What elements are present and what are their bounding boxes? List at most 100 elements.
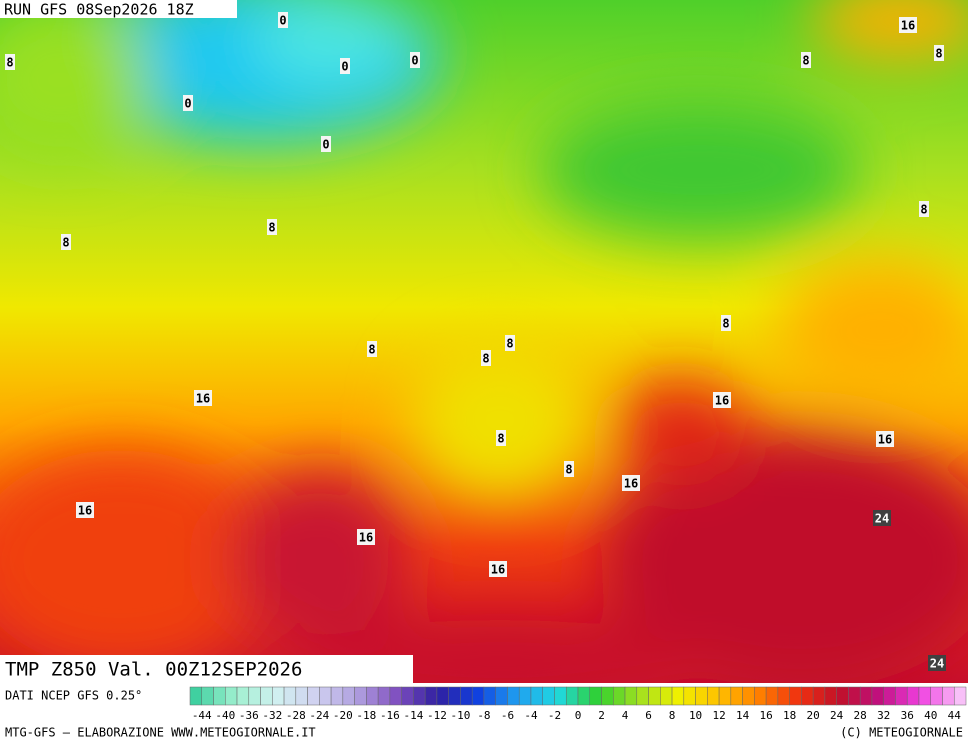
legend-swatch <box>754 686 767 706</box>
legend-swatch <box>530 686 543 706</box>
legend-swatch <box>507 686 520 706</box>
legend-swatch <box>601 686 614 706</box>
legend-swatch <box>848 686 861 706</box>
label-box <box>505 335 515 351</box>
legend-swatch <box>542 686 555 706</box>
legend-swatch <box>389 686 402 706</box>
legend-swatch <box>801 686 814 706</box>
label-box <box>194 390 212 406</box>
legend-swatch <box>307 686 320 706</box>
contour-label: 8 <box>268 221 275 235</box>
legend-swatch <box>189 686 203 706</box>
legend-label: -14 <box>403 709 423 722</box>
legend-swatch <box>295 686 308 706</box>
label-box <box>76 502 94 518</box>
legend-swatch <box>836 686 849 706</box>
label-box <box>564 461 574 477</box>
legend-swatch <box>448 686 461 706</box>
legend-swatch <box>518 686 532 706</box>
legend-swatch <box>613 686 626 706</box>
label-box <box>278 12 288 28</box>
legend-label: 0 <box>575 709 582 722</box>
label-box <box>496 430 506 446</box>
legend-label: 2 <box>598 709 605 722</box>
legend-label: -28 <box>286 709 306 722</box>
legend-label: 40 <box>924 709 937 722</box>
legend-label: -4 <box>524 709 538 722</box>
label-box <box>340 58 350 74</box>
temperature-field <box>0 0 968 683</box>
legend-label: 6 <box>645 709 652 722</box>
legend-swatch <box>730 686 743 706</box>
label-box <box>489 561 507 577</box>
legend-swatch <box>225 686 238 706</box>
legend-label: 20 <box>807 709 820 722</box>
legend-swatch <box>718 686 732 706</box>
legend-swatch <box>777 686 790 706</box>
contour-label: 16 <box>878 433 892 447</box>
legend-label: 16 <box>759 709 772 722</box>
legend-swatch <box>471 686 485 706</box>
legend-label: -44 <box>192 709 212 722</box>
legend-swatch <box>565 686 579 706</box>
legend-swatch <box>272 686 285 706</box>
legend-swatch <box>918 686 931 706</box>
contour-label: 16 <box>715 394 729 408</box>
label-box <box>876 431 894 447</box>
label-box <box>481 350 491 366</box>
legend-label: 36 <box>901 709 914 722</box>
contour-label: 8 <box>6 56 13 70</box>
legend-swatch <box>342 686 355 706</box>
legend-swatch <box>859 686 873 706</box>
title-box <box>0 655 413 683</box>
contour-label: 0 <box>411 54 418 68</box>
legend-label: 24 <box>830 709 844 722</box>
map-title: TMP Z850 Val. 00Z12SEP2026 <box>5 659 302 681</box>
contour-label: 16 <box>196 392 210 406</box>
legend-swatch <box>589 686 602 706</box>
contour-label: 16 <box>359 531 373 545</box>
label-box <box>367 341 377 357</box>
legend-swatch <box>236 686 250 706</box>
legend-swatch <box>213 686 226 706</box>
legend-swatch <box>742 686 755 706</box>
contour-label: 8 <box>935 47 942 61</box>
label-box <box>267 219 277 235</box>
legend-label: 44 <box>948 709 962 722</box>
legend-swatch <box>906 686 920 706</box>
contour-label: 16 <box>491 563 505 577</box>
contour-label: 8 <box>802 54 809 68</box>
label-box <box>410 52 420 68</box>
label-box <box>934 45 944 61</box>
label-box <box>928 655 946 671</box>
contour-label: 8 <box>722 317 729 331</box>
label-box <box>321 136 331 152</box>
label-box <box>357 529 375 545</box>
legend-label: 28 <box>854 709 867 722</box>
contour-label: 8 <box>920 203 927 217</box>
legend-label: 14 <box>736 709 750 722</box>
legend-label: -24 <box>309 709 329 722</box>
legend-label: -8 <box>477 709 490 722</box>
label-box <box>622 475 640 491</box>
legend-swatch <box>707 686 720 706</box>
legend-swatch <box>436 686 449 706</box>
data-source: DATI NCEP GFS 0.25° <box>5 689 142 703</box>
run-title: RUN GFS 08Sep2026 18Z <box>4 1 194 19</box>
legend-label: 18 <box>783 709 796 722</box>
legend-label: 12 <box>712 709 725 722</box>
legend-swatch <box>366 686 379 706</box>
contour-label: 24 <box>930 657 944 671</box>
legend-swatch <box>636 686 649 706</box>
legend-label: 8 <box>669 709 676 722</box>
copyright: (C) METEOGIORNALE <box>840 726 963 740</box>
legend-swatch <box>283 686 297 706</box>
legend-swatch <box>260 686 273 706</box>
legend-swatch <box>401 686 414 706</box>
legend-swatch <box>660 686 673 706</box>
contour-label: 0 <box>322 138 329 152</box>
legend-label: 4 <box>622 709 629 722</box>
legend-label: -40 <box>215 709 235 722</box>
legend-label: -2 <box>548 709 561 722</box>
legend-label: 32 <box>877 709 890 722</box>
